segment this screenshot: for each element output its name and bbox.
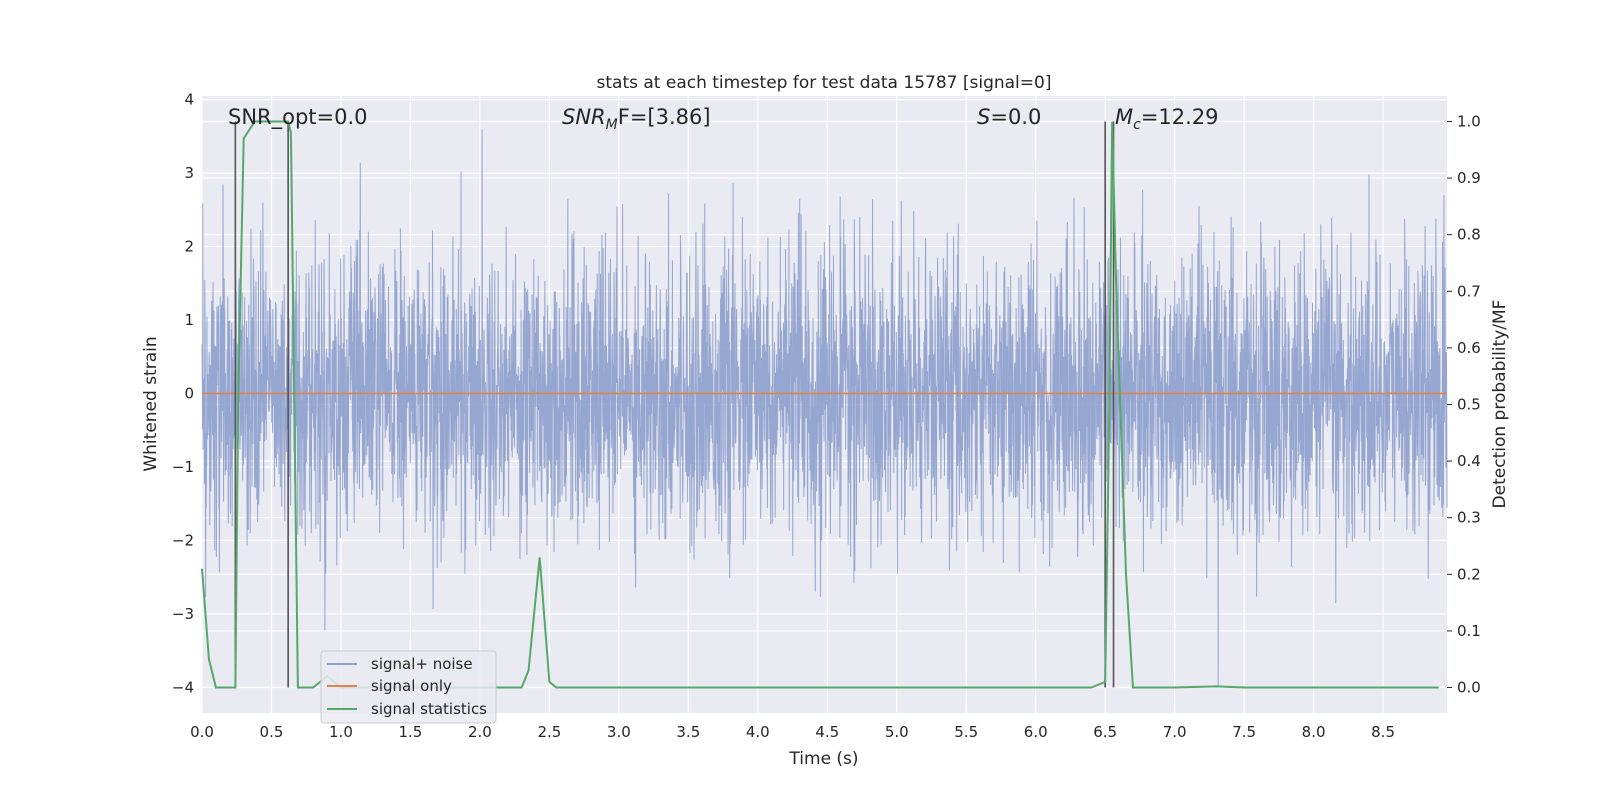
y-tick-7: 3 [184,164,194,182]
x-tick-4: 2.0 [468,723,492,741]
annotation-snr-mf-base: SNR [562,105,606,129]
x-tick-3: 1.5 [398,723,422,741]
annotation-snr-mf: SNRMF=[3.86] [562,105,711,133]
x-tick-1: 0.5 [260,723,284,741]
x-tick-2: 1.0 [329,723,353,741]
legend-label-signal-noise: signal+ noise [371,655,473,673]
annotation-mc-rest: =12.29 [1141,105,1219,129]
y2-tick-5: 0.5 [1457,396,1481,414]
annotation-snr-opt: SNR_opt=0.0 [228,105,368,130]
x-tick-11: 5.5 [954,723,978,741]
y2-tick-8: 0.8 [1457,226,1481,244]
vertical-markers [234,121,1115,688]
x-tick-15: 7.5 [1232,723,1256,741]
x-axis-label: Time (s) [788,749,858,769]
x-tick-labels: 0.0 0.5 1.0 1.5 2.0 2.5 3.0 3.5 4.0 4.5 5.0 5.5 6.0 6… [190,723,1395,741]
x-tick-17: 8.5 [1371,723,1395,741]
y2-tick-7: 0.7 [1457,282,1481,300]
legend-label-signal-statistics: signal statistics [371,700,487,718]
y-tick-4: 0 [184,384,194,402]
y-axis-label: Whitened strain [141,336,161,471]
x-tick-16: 8.0 [1302,723,1326,741]
annotation-mc-base: M [1115,105,1133,129]
x-tick-10: 5.0 [885,723,909,741]
signal-noise-line [201,129,1448,688]
annotation-mc: Mc=12.29 [1115,105,1219,133]
series-signal-noise [201,129,1448,688]
y-tick-labels: −4 −3 −2 −1 0 1 2 3 4 [172,91,194,697]
chart-title: stats at each timestep for test data 157… [597,73,1052,93]
y2-tick-labels: 0.0 0.1 0.2 0.3 0.4 0.5 0.6 0.7 0.8 0.9 1.0 [1447,112,1481,697]
y2-tick-3: 0.3 [1457,509,1481,527]
y2-axis-label: Detection probability/MF [1490,300,1510,509]
y2-tick-1: 0.1 [1457,622,1481,640]
y-tick-1: −3 [172,605,194,623]
legend: signal+ noise signal only signal statist… [320,650,497,724]
y2-tick-6: 0.6 [1457,339,1481,357]
legend-box [320,650,497,724]
series-signal-statistics [201,120,1439,689]
x-tick-8: 4.0 [746,723,770,741]
y2-tick-9: 0.9 [1457,169,1481,187]
x-tick-9: 4.5 [815,723,839,741]
annotation-mc-sub: c [1133,117,1141,133]
y-tick-2: −2 [172,531,194,549]
y-tick-6: 2 [184,238,194,256]
x-tick-12: 6.0 [1024,723,1048,741]
x-tick-0: 0.0 [190,723,214,741]
y2-tick-10: 1.0 [1457,112,1481,130]
y-tick-5: 1 [184,311,194,329]
annotation-s-base: S [977,105,990,129]
annotation-s-rest: =0.0 [990,105,1041,129]
y-tick-3: −1 [172,458,194,476]
x-tick-5: 2.5 [537,723,561,741]
x-tick-13: 6.5 [1093,723,1117,741]
x-tick-6: 3.0 [607,723,631,741]
x-tick-14: 7.0 [1163,723,1187,741]
annotation-snr-mf-sub: M [606,117,618,133]
x-tick-7: 3.5 [676,723,700,741]
y2-tick-4: 0.4 [1457,452,1481,470]
annotation-snr-mf-rest: F=[3.86] [618,105,711,129]
signal-statistics-line [201,120,1439,689]
annotation-s: S=0.0 [977,105,1041,129]
y-tick-0: −4 [172,678,194,696]
legend-label-signal-only: signal only [371,677,452,695]
y-tick-8: 4 [184,91,194,109]
y2-tick-0: 0.0 [1457,679,1481,697]
y2-tick-2: 0.2 [1457,565,1481,583]
